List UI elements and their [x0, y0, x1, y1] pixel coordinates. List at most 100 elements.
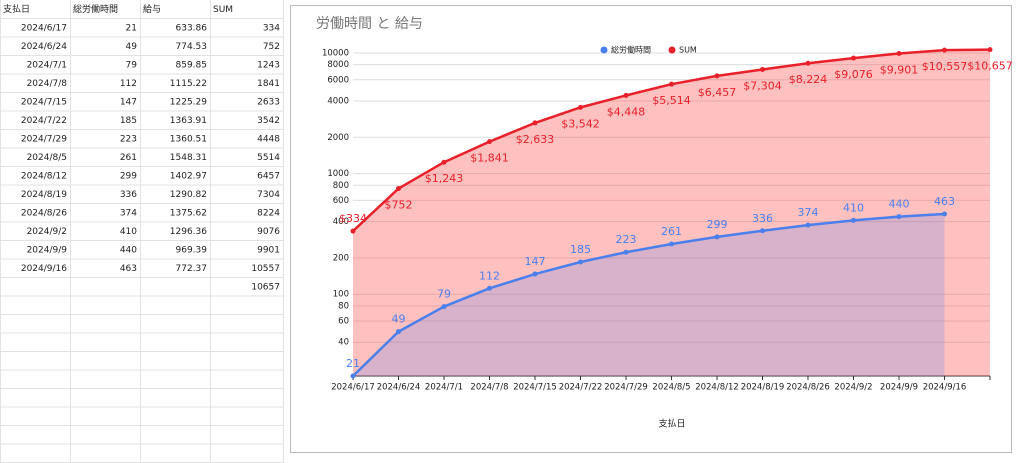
- table-cell: 1841: [257, 79, 280, 89]
- table-cell: 9076: [257, 227, 280, 237]
- data-point: [623, 92, 629, 98]
- table-cell: 2024/7/29: [21, 134, 67, 144]
- data-point: [896, 51, 902, 57]
- table-cell: 2024/9/9: [27, 245, 68, 255]
- header-cell: 支払日: [3, 3, 30, 15]
- legend-marker: [600, 46, 608, 54]
- table-cell: 1296.36: [170, 227, 207, 237]
- data-label: 261: [661, 225, 682, 238]
- chart-title: 労働時間 と 給与: [316, 16, 423, 32]
- table-cell: 4448: [257, 134, 280, 144]
- x-axis-title: 支払日: [658, 418, 685, 430]
- data-point: [396, 186, 401, 192]
- table-cell: 3542: [257, 116, 280, 126]
- y-tick-label: 2000: [327, 133, 349, 143]
- data-point: [623, 249, 629, 255]
- table-cell: 1225.29: [170, 97, 207, 107]
- data-point: [714, 73, 720, 79]
- table-cell: 2024/7/1: [27, 60, 67, 70]
- table-cell: 1548.31: [170, 153, 207, 163]
- data-point: [851, 55, 856, 61]
- data-label: $9,076: [834, 68, 873, 81]
- table-cell: 21: [126, 23, 137, 33]
- table-cell: 1290.82: [170, 190, 207, 200]
- table-cell: 112: [120, 79, 137, 89]
- table-cell: 2024/9/2: [27, 227, 67, 237]
- table-cell: 2024/7/15: [21, 97, 67, 107]
- y-tick-label: 80: [338, 301, 349, 311]
- table-cell: 774.53: [176, 42, 208, 52]
- table-cell: 9901: [257, 245, 280, 255]
- data-point: [441, 159, 447, 165]
- y-tick-label: 400: [333, 217, 349, 227]
- data-point: [669, 241, 674, 247]
- table-cell: 7304: [257, 190, 280, 200]
- y-tick-label: 200: [333, 253, 349, 263]
- table-cell: 261: [120, 153, 137, 163]
- x-tick-label: 2024/7/1: [425, 383, 463, 393]
- header-cell: 給与: [143, 3, 161, 15]
- table-cell: 1243: [257, 60, 280, 70]
- table-cell: 5514: [257, 153, 280, 163]
- data-label: $3,542: [561, 117, 600, 130]
- data-label: $10,557: [922, 60, 968, 73]
- x-tick-label: 2024/6/24: [377, 383, 421, 393]
- series-line: [352, 212, 945, 377]
- table-cell: 2024/9/16: [21, 264, 67, 274]
- table-cell: 2024/7/8: [27, 79, 68, 89]
- data-point: [350, 373, 356, 379]
- table-cell: 1363.91: [170, 116, 207, 126]
- data-label: $7,304: [743, 79, 782, 92]
- data-point: [942, 211, 947, 217]
- header-cell: 総労働時間: [73, 3, 118, 15]
- data-point: [578, 259, 583, 265]
- y-tick-label: 6000: [327, 75, 349, 85]
- data-label: $9,901: [880, 64, 919, 77]
- data-point: [896, 214, 902, 220]
- x-tick-label: 2024/8/5: [652, 383, 690, 393]
- x-tick-label: 2024/8/26: [786, 383, 830, 393]
- table-cell: 2633: [257, 97, 280, 107]
- x-tick-label: 2024/9/2: [834, 383, 872, 393]
- data-point: [350, 228, 356, 234]
- x-tick-label: 2024/7/15: [513, 383, 557, 393]
- x-tick-label: 2024/7/22: [559, 383, 603, 393]
- data-label: $10,657: [967, 60, 1013, 73]
- data-label: 112: [479, 269, 500, 282]
- data-point: [805, 222, 811, 228]
- data-label: 336: [752, 212, 773, 225]
- data-point: [851, 217, 856, 223]
- table-cell: 185: [120, 116, 137, 126]
- table-cell: 2024/8/19: [21, 190, 67, 200]
- data-label: 410: [843, 201, 864, 214]
- table-cell: 223: [120, 134, 137, 144]
- y-tick-label: 60: [338, 317, 349, 327]
- table-cell: 6457: [257, 171, 280, 181]
- x-tick-label: 2024/7/29: [604, 383, 648, 393]
- table-cell: 1360.51: [170, 134, 207, 144]
- table-cell: 79: [126, 60, 138, 70]
- data-label: 223: [616, 233, 637, 246]
- data-point: [578, 104, 583, 110]
- data-point: [760, 228, 765, 234]
- table-cell: 334: [263, 23, 280, 33]
- series-area: [353, 213, 945, 376]
- table-cell: 1402.97: [170, 171, 207, 181]
- data-point: [487, 285, 492, 291]
- table-cell: 2024/6/24: [21, 42, 67, 52]
- data-label: 374: [798, 206, 819, 219]
- table-cell: 2024/8/5: [27, 153, 67, 163]
- table-cell: 374: [120, 208, 137, 218]
- y-tick-label: 10000: [322, 48, 349, 58]
- table-cell: 10657: [251, 282, 280, 292]
- series-area: [353, 49, 990, 377]
- y-tick-label: 1000: [327, 169, 349, 179]
- data-point: [532, 120, 538, 126]
- data-point: [487, 139, 492, 145]
- table-cell: 969.39: [176, 245, 208, 255]
- data-label: 147: [525, 255, 546, 268]
- x-tick-label: 2024/6/17: [331, 383, 375, 393]
- data-point: [942, 47, 947, 53]
- table-cell: 336: [120, 190, 137, 200]
